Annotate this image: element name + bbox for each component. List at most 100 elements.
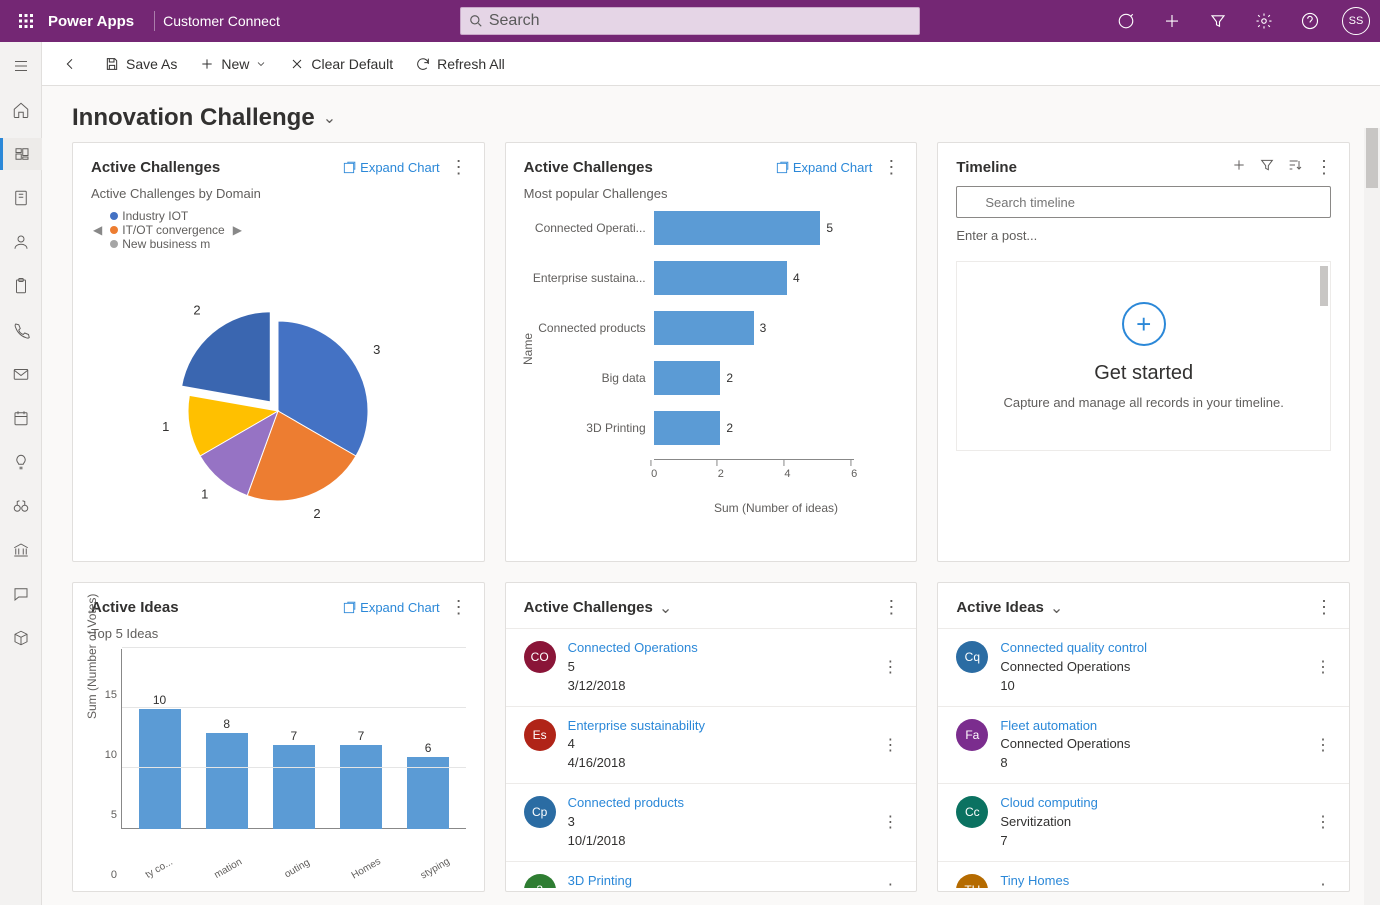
more-icon[interactable]: ⋮ (882, 157, 898, 178)
idea-icon[interactable] (0, 446, 42, 478)
dashboard-icon[interactable] (0, 138, 42, 170)
more-icon[interactable]: ⋮ (1315, 157, 1331, 178)
timeline-empty-state: + Get started Capture and manage all rec… (956, 261, 1331, 451)
more-icon[interactable]: ⋮ (450, 597, 466, 618)
list-item[interactable]: Es Enterprise sustainability44/16/2018 ⋮ (506, 707, 917, 785)
phone-icon[interactable] (0, 314, 42, 346)
page-scrollbar[interactable] (1364, 128, 1380, 905)
row-more-icon[interactable]: ⋮ (1315, 657, 1331, 677)
row-more-icon[interactable]: ⋮ (882, 880, 898, 888)
legend-item: IT/OT convergence (110, 223, 225, 237)
timeline-post-input[interactable]: Enter a post... (956, 228, 1331, 243)
x-axis-label: Sum (Number of ideas) (654, 501, 899, 515)
list-item[interactable]: Cq Connected quality controlConnected Op… (938, 629, 1349, 707)
list-item[interactable]: Cc Cloud computingServitization7 ⋮ (938, 784, 1349, 862)
app-launcher[interactable] (10, 5, 42, 37)
card-title: Active Challenges (91, 159, 220, 176)
bank-icon[interactable] (0, 534, 42, 566)
row-more-icon[interactable]: ⋮ (1315, 735, 1331, 755)
pie-chart-card: Active Challenges Expand Chart ⋮ Active … (72, 142, 485, 562)
timeline-sort-icon[interactable] (1287, 157, 1303, 178)
mail-icon[interactable] (0, 358, 42, 390)
expand-chart-link[interactable]: Expand Chart (342, 160, 440, 175)
global-search[interactable]: Search (460, 7, 920, 35)
title-chevron-icon[interactable]: ⌄ (323, 108, 336, 128)
clear-default-button[interactable]: Clear Default (283, 52, 399, 76)
vbar-chart-card: Active Ideas Expand Chart ⋮ Top 5 Ideas … (72, 582, 485, 892)
save-as-button[interactable]: Save As (98, 52, 183, 76)
search-placeholder: Search (489, 12, 540, 30)
binoculars-icon[interactable] (0, 490, 42, 522)
app-name: Customer Connect (163, 13, 280, 29)
vbar-col: 6 (407, 741, 449, 829)
more-icon[interactable]: ⋮ (450, 157, 466, 178)
package-icon[interactable] (0, 622, 42, 654)
list-item[interactable]: TH Tiny Homes3D Printing ⋮ (938, 862, 1349, 888)
home-icon[interactable] (0, 94, 42, 126)
expand-chart-link[interactable]: Expand Chart (342, 600, 440, 615)
refresh-all-button[interactable]: Refresh All (409, 52, 511, 76)
contacts-icon[interactable] (0, 226, 42, 258)
item-badge: Cp (524, 796, 556, 828)
add-icon[interactable] (1158, 7, 1186, 35)
timeline-card: Timeline ⋮ Enter a post... + G (937, 142, 1350, 562)
get-started-title: Get started (977, 362, 1310, 385)
user-avatar[interactable]: SS (1342, 7, 1370, 35)
back-button[interactable] (56, 50, 84, 78)
more-icon[interactable]: ⋮ (1315, 597, 1331, 618)
svg-text:1: 1 (162, 419, 169, 434)
target-icon[interactable] (1112, 7, 1140, 35)
row-more-icon[interactable]: ⋮ (882, 657, 898, 677)
timeline-filter-icon[interactable] (1259, 157, 1275, 178)
legend-prev-icon[interactable]: ◀ (91, 223, 104, 237)
recent-icon[interactable] (0, 182, 42, 214)
vbar-col: 8 (206, 717, 248, 829)
pie-chart: 32112 (138, 261, 418, 541)
challenges-list-card: Active Challenges ⌄ ⋮ CO Connected Operat… (505, 582, 918, 892)
chat-icon[interactable] (0, 578, 42, 610)
list-item[interactable]: Fa Fleet automationConnected Operations8… (938, 707, 1349, 785)
row-more-icon[interactable]: ⋮ (1315, 812, 1331, 832)
more-icon[interactable]: ⋮ (882, 597, 898, 618)
inner-scrollbar[interactable] (1320, 266, 1328, 306)
settings-icon[interactable] (1250, 7, 1278, 35)
vbar-col: 7 (340, 729, 382, 829)
list-item[interactable]: CO Connected Operations53/12/2018 ⋮ (506, 629, 917, 707)
chevron-down-icon[interactable]: ⌄ (659, 598, 672, 618)
list-item[interactable]: 3 3D Printing2 ⋮ (506, 862, 917, 888)
hbar-row: Big data2 (524, 359, 899, 397)
chart-subtitle: Active Challenges by Domain (91, 186, 466, 201)
timeline-search-input[interactable] (956, 186, 1331, 218)
brand-label: Power Apps (48, 13, 134, 30)
expand-chart-link[interactable]: Expand Chart (775, 160, 873, 175)
legend-item: New business m (110, 237, 225, 251)
list-item[interactable]: Cp Connected products310/1/2018 ⋮ (506, 784, 917, 862)
left-nav-rail (0, 42, 42, 905)
help-icon[interactable] (1296, 7, 1324, 35)
ideas-list-card: Active Ideas ⌄ ⋮ Cq Connected quality con… (937, 582, 1350, 892)
row-more-icon[interactable]: ⋮ (1315, 880, 1331, 888)
chevron-down-icon[interactable]: ⌄ (1050, 598, 1063, 618)
card-title: Timeline (956, 159, 1017, 176)
calendar-icon[interactable] (0, 402, 42, 434)
row-more-icon[interactable]: ⋮ (882, 735, 898, 755)
new-button[interactable]: New (193, 52, 273, 76)
chart-subtitle: Top 5 Ideas (91, 626, 466, 641)
legend-next-icon[interactable]: ▶ (231, 223, 244, 237)
filter-icon[interactable] (1204, 7, 1232, 35)
item-badge: Cq (956, 641, 988, 673)
row-more-icon[interactable]: ⋮ (882, 812, 898, 832)
get-started-plus-icon[interactable]: + (1122, 302, 1166, 346)
card-title: Active Challenges (524, 599, 653, 616)
hamburger-icon[interactable] (0, 50, 42, 82)
hbar-row: 3D Printing2 (524, 409, 899, 447)
clipboard-icon[interactable] (0, 270, 42, 302)
timeline-add-icon[interactable] (1231, 157, 1247, 178)
hbar-row: Enterprise sustaina...4 (524, 259, 899, 297)
svg-text:3: 3 (373, 342, 380, 357)
y-axis-label: Name (521, 333, 535, 365)
item-badge: Es (524, 719, 556, 751)
vbar-col: 10 (139, 693, 181, 829)
card-title: Active Ideas (956, 599, 1044, 616)
pie-legend: ◀ Industry IOT IT/OT convergence New bus… (91, 209, 466, 251)
